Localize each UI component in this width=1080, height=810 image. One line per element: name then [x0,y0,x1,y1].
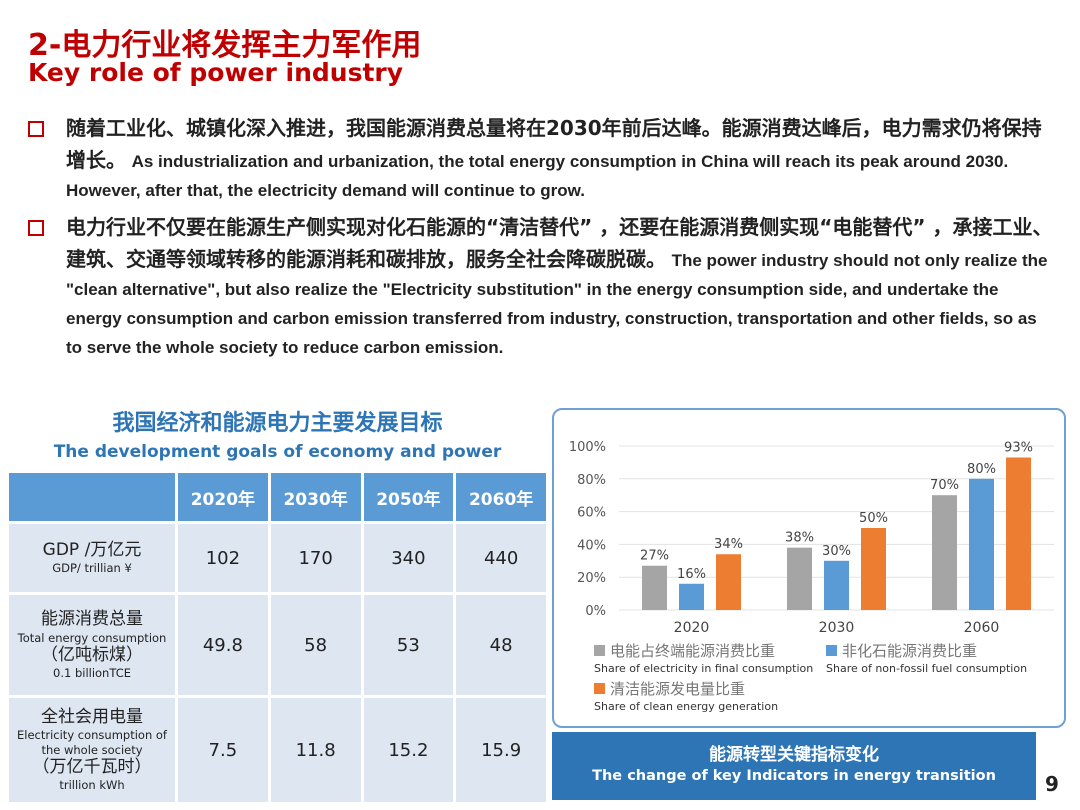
header-cell: 2060年 [456,473,546,521]
legend-swatch [594,645,605,656]
data-label: 70% [930,478,959,493]
bullet-1-en: As industrialization and urbanization, t… [66,152,1009,200]
y-tick-label: 40% [577,538,606,553]
row-label: 能源消费总量 Total energy consumption （亿吨标煤） 0.1 … [9,595,175,695]
header-cell [9,473,175,521]
legend-label: 电能占终端能源消费比重 [610,642,775,660]
cell: 15.2 [363,698,454,802]
cell: 48 [456,595,546,695]
cell: 102 [178,524,268,592]
cell: 53 [363,595,454,695]
label-cn: GDP /万亿元 [42,540,142,561]
label-unit-en: trillion kWh [59,778,125,793]
data-label: 38% [785,531,814,546]
bullet-1-cn: 随着工业化、城镇化深入推进，我国能源消费总量将在2030年前后达峰。能源消费达峰… [66,116,1042,172]
slide-title: 2-电力行业将发挥主力军作用 [28,28,422,63]
table-row: 能源消费总量 Total energy consumption （亿吨标煤） 0.1 … [9,595,546,695]
table-row: 全社会用电量 Electricity consumption of the who… [9,698,546,802]
goals-table: 2020年 2030年 2050年 2060年 GDP /万亿元 GDP/ tri… [6,470,549,805]
cell: 170 [270,524,361,592]
table-subtitle: The development goals of economy and pow… [53,442,502,462]
legend-swatch [826,645,837,656]
bullet-list: 随着工业化、城镇化深入推进，我国能源消费总量将在2030年前后达峰。能源消费达峰… [28,112,1056,368]
legend-label-en: Share of non-fossil fuel consumption [826,662,1027,675]
page-number: 9 [1045,772,1059,796]
bullet-2-en: The power industry should not only reali… [66,251,1048,357]
bar [824,560,849,610]
cell: 7.5 [178,698,268,802]
data-label: 93% [1004,440,1033,455]
legend-label-en: Share of electricity in final consumptio… [594,662,813,675]
chart-frame: 0% 20% 40% 60% 80% 100% 2020 27% 16% 34% 2030 38% 30… [552,408,1066,728]
y-tick-label: 20% [577,571,606,586]
bullet-1: 随着工业化、城镇化深入推进，我国能源消费总量将在2030年前后达峰。能源消费达峰… [28,112,1056,205]
label-en: GDP/ trillian ¥ [52,561,132,576]
label-unit-cn: （亿吨标煤） [41,645,143,665]
label-unit-cn: （万亿千瓦时） [32,757,152,778]
bar [679,583,704,610]
bar [716,554,741,610]
bar [642,565,667,610]
y-tick-label: 80% [577,473,606,488]
table-row: GDP /万亿元 GDP/ trillian ¥ 102 170 340 440 [9,524,546,592]
data-label: 80% [967,462,996,477]
legend-swatch [594,683,605,694]
label-cn: 全社会用电量 [41,707,143,728]
legend-label: 清洁能源发电量比重 [610,680,745,698]
chart-caption-banner: 能源转型关键指标变化 The change of key Indicators … [552,732,1036,800]
x-tick-label: 2030 [819,620,855,636]
header-cell: 2030年 [270,473,361,521]
row-label: GDP /万亿元 GDP/ trillian ¥ [9,524,175,592]
caption-en: The change of key Indicators in energy t… [592,768,996,784]
cell: 15.9 [456,698,546,802]
cell: 49.8 [178,595,268,695]
cell: 440 [456,524,546,592]
data-label: 27% [640,549,669,564]
cell: 58 [270,595,361,695]
header-cell: 2050年 [363,473,454,521]
data-label: 34% [714,537,743,552]
bar-chart: 0% 20% 40% 60% 80% 100% 2020 27% 16% 34% 2030 38% 30… [569,440,1054,713]
bar [787,547,812,610]
bullet-2: 电力行业不仅要在能源生产侧实现对化石能源的“清洁替代” ，还要在能源消费侧实现“… [28,211,1056,362]
caption-cn: 能源转型关键指标变化 [709,745,879,765]
x-tick-label: 2060 [964,620,1000,636]
y-tick-label: 0% [585,604,606,619]
row-label: 全社会用电量 Electricity consumption of the who… [9,698,175,802]
table-title: 我国经济和能源电力主要发展目标 [112,411,443,436]
bullet-2-cn: 电力行业不仅要在能源生产侧实现对化石能源的“清洁替代” ，还要在能源消费侧实现“… [66,215,1053,271]
data-label: 50% [859,511,888,526]
x-tick-label: 2020 [674,620,710,636]
label-unit-en: 0.1 billionTCE [53,666,131,681]
bar [861,528,886,610]
legend-label-en: Share of clean energy generation [594,700,778,713]
bar [1006,457,1031,610]
y-tick-label: 60% [577,506,606,521]
bar [969,478,994,610]
y-tick-label: 100% [569,440,606,455]
cell: 340 [363,524,454,592]
data-label: 16% [677,567,706,582]
cell: 11.8 [270,698,361,802]
data-label: 30% [822,544,851,559]
header-cell: 2020年 [178,473,268,521]
legend-label: 非化石能源消费比重 [842,642,977,660]
label-cn: 能源消费总量 [41,609,143,630]
square-bullet-icon [28,220,44,236]
square-bullet-icon [28,121,44,137]
label-en: Total energy consumption [17,630,167,645]
bar [932,495,957,610]
slide-subtitle: Key role of power industry [28,58,404,87]
label-en: Electricity consumption of the whole soc… [17,728,167,757]
